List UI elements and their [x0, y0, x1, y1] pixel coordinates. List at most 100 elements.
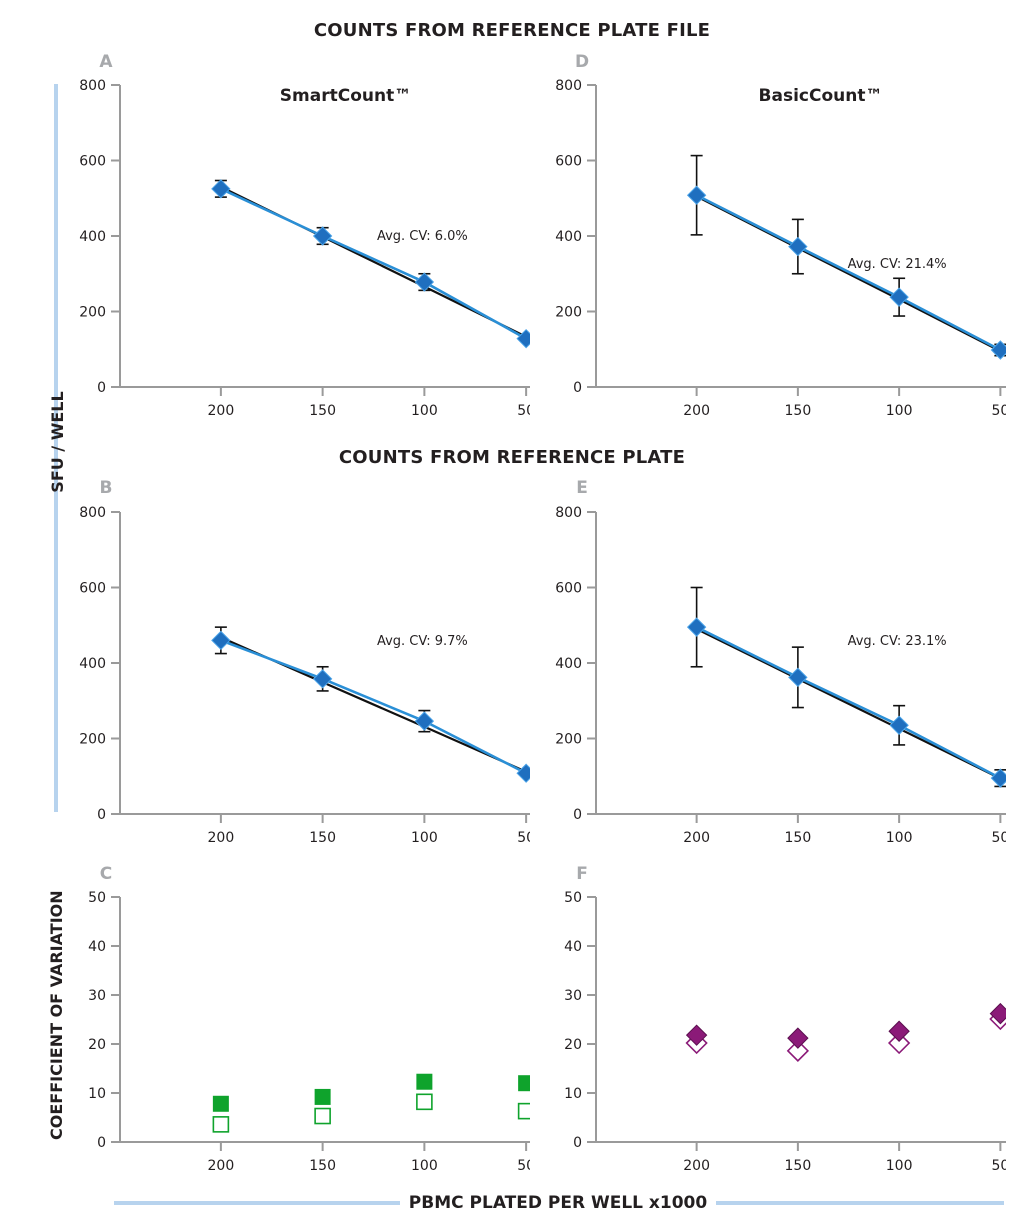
y-tick-label-c: 0 — [97, 1135, 106, 1151]
x-axis-label: PBMC PLATED PER WELL x1000 — [408, 1193, 708, 1213]
x-tick-label-b: 100 — [411, 830, 438, 846]
data-point-a — [516, 328, 530, 349]
y-tick-label-b: 200 — [79, 732, 106, 748]
y-tick-label-d: 400 — [555, 229, 582, 245]
panel-letter-b: B — [100, 478, 113, 498]
x-tick-label-a: 100 — [411, 403, 438, 419]
data-point-e — [990, 768, 1006, 788]
panel-a-chart: A 0 200 400 600 800 200 150 100 50 SmartCount™ Avg.… — [79, 52, 530, 419]
data-point-a — [414, 272, 435, 292]
cv-point-c — [212, 1095, 229, 1112]
cv-point-f — [888, 1020, 910, 1042]
y-tick-label-c: 20 — [88, 1037, 106, 1053]
cv-point-f — [887, 1031, 911, 1055]
y-tick-label-d: 800 — [555, 78, 582, 94]
cv-point-f — [685, 1024, 708, 1046]
x-tick-label-e: 200 — [683, 830, 710, 846]
y-tick-label-e: 0 — [573, 807, 582, 823]
cv-point-f — [787, 1027, 809, 1049]
x-tick-label-b: 200 — [208, 830, 235, 846]
cv-point-c — [314, 1107, 331, 1125]
y-tick-label-b: 400 — [79, 656, 106, 672]
cv-point-c — [416, 1093, 433, 1111]
panel-letter-a: A — [99, 52, 113, 72]
x-tick-label-a: 200 — [208, 403, 235, 419]
x-tick-label-b: 50 — [517, 830, 530, 846]
cv-point-c — [517, 1102, 530, 1120]
title-middle: COUNTS FROM REFERENCE PLATE — [338, 447, 686, 468]
panel-f-chart: F 0 10 20 30 40 50 200 150 100 50 — [564, 864, 1006, 1174]
x-tick-label-c: 50 — [517, 1158, 530, 1174]
data-point-e — [889, 715, 909, 735]
panel-letter-e: E — [576, 478, 588, 498]
y-tick-label-f: 0 — [573, 1135, 582, 1151]
x-tick-label-c: 200 — [208, 1158, 235, 1174]
avg-cv-annotation-a: Avg. CV: 6.0% — [377, 229, 468, 244]
data-point-e — [788, 667, 808, 688]
x-tick-label-a: 50 — [517, 403, 530, 419]
cv-point-c — [518, 1075, 530, 1092]
y-tick-label-c: 40 — [88, 939, 106, 955]
x-tick-label-f: 100 — [886, 1158, 913, 1174]
y-tick-label-e: 600 — [555, 581, 582, 597]
x-axis-bar-left — [114, 1201, 400, 1205]
y-tick-label-b: 0 — [97, 807, 106, 823]
x-tick-label-c: 100 — [411, 1158, 438, 1174]
data-point-a — [312, 226, 333, 246]
y-tick-label-f: 40 — [564, 939, 582, 955]
data-point-b — [516, 763, 530, 783]
data-point-d — [990, 340, 1006, 360]
x-tick-label-f: 200 — [683, 1158, 710, 1174]
panel-d-chart: D 0 200 400 600 800 200 150 100 50 BasicCount™ Avg.… — [555, 52, 1006, 419]
y-tick-label-f: 20 — [564, 1037, 582, 1053]
x-axis-bar-right — [716, 1201, 1004, 1205]
fit-line-e — [696, 628, 1001, 780]
y-tick-label-c: 10 — [88, 1086, 106, 1102]
chart-title-d: BasicCount™ — [759, 86, 883, 106]
panel-letter-d: D — [575, 52, 589, 72]
title-top: COUNTS FROM REFERENCE PLATE FILE — [313, 20, 711, 41]
data-point-d — [686, 185, 707, 205]
panel-b-chart: B 0 200 400 600 800 200 150 100 50 Avg. CV: 9.7% — [79, 478, 530, 846]
avg-cv-annotation-e: Avg. CV: 23.1% — [848, 634, 947, 649]
y-tick-label-e: 800 — [555, 505, 582, 521]
series-line-b — [220, 639, 527, 775]
x-tick-label-b: 150 — [309, 830, 336, 846]
cv-point-f — [989, 1002, 1006, 1025]
x-tick-label-f: 150 — [785, 1158, 812, 1174]
panel-letter-f: F — [576, 864, 588, 884]
x-tick-label-e: 100 — [886, 830, 913, 846]
y-tick-label-a: 400 — [79, 229, 106, 245]
data-point-d — [788, 236, 808, 257]
y-tick-label-f: 10 — [564, 1086, 582, 1102]
y-tick-label-a: 0 — [97, 380, 106, 396]
y-axis-side-bar — [54, 84, 58, 812]
x-tick-label-f: 50 — [991, 1158, 1006, 1174]
series-line-a — [220, 187, 527, 340]
cv-point-f — [786, 1039, 810, 1062]
y-tick-label-d: 200 — [555, 305, 582, 321]
x-tick-label-d: 150 — [785, 403, 812, 419]
y-tick-label-d: 600 — [555, 154, 582, 170]
x-tick-label-d: 100 — [886, 403, 913, 419]
y-tick-label-c: 50 — [88, 890, 106, 906]
data-point-e — [686, 617, 707, 637]
data-point-b — [414, 711, 435, 731]
x-tick-label-c: 150 — [309, 1158, 336, 1174]
chart-title-a: SmartCount™ — [280, 86, 411, 106]
y-tick-label-c: 30 — [88, 988, 106, 1004]
cv-point-c — [314, 1088, 331, 1105]
series-line-d — [696, 194, 1001, 352]
panel-letter-c: C — [100, 864, 112, 884]
x-tick-label-a: 150 — [309, 403, 336, 419]
y-tick-label-b: 600 — [79, 581, 106, 597]
y-tick-label-a: 800 — [79, 78, 106, 94]
x-tick-label-e: 50 — [991, 830, 1006, 846]
panel-c-chart: C 0 10 20 30 40 50 200 150 100 50 — [88, 864, 530, 1174]
x-tick-label-d: 50 — [991, 403, 1006, 419]
y-tick-label-d: 0 — [573, 380, 582, 396]
cv-point-c — [212, 1116, 230, 1133]
y-tick-label-b: 800 — [79, 505, 106, 521]
y-tick-label-a: 600 — [79, 154, 106, 170]
data-point-b — [211, 630, 231, 651]
